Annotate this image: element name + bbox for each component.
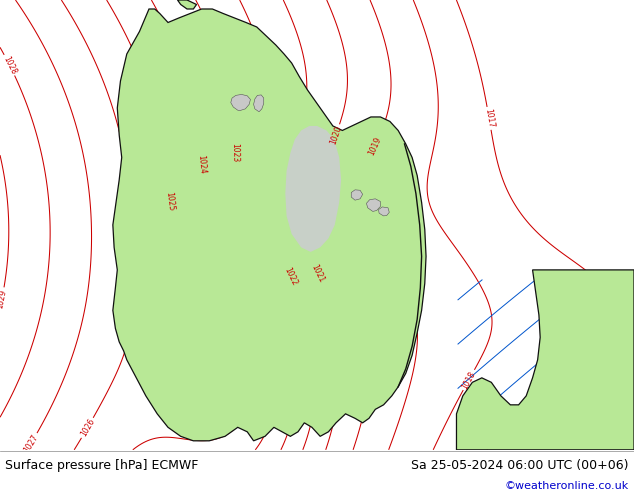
Text: 1029: 1029 xyxy=(0,289,8,309)
Polygon shape xyxy=(285,126,341,252)
Polygon shape xyxy=(351,190,363,200)
Polygon shape xyxy=(529,382,542,414)
Text: 1020: 1020 xyxy=(328,125,343,146)
Text: 1024: 1024 xyxy=(197,154,207,174)
Text: 1019: 1019 xyxy=(366,136,383,157)
Polygon shape xyxy=(178,0,197,9)
Text: 1025: 1025 xyxy=(164,192,176,212)
Text: 1018: 1018 xyxy=(460,369,477,391)
Polygon shape xyxy=(231,95,250,111)
Text: ©weatheronline.co.uk: ©weatheronline.co.uk xyxy=(505,481,629,490)
Polygon shape xyxy=(378,207,389,216)
Polygon shape xyxy=(254,95,264,112)
Text: 1022: 1022 xyxy=(282,266,299,287)
Polygon shape xyxy=(510,409,525,436)
Text: 1017: 1017 xyxy=(483,108,495,128)
Text: 1026: 1026 xyxy=(79,417,96,439)
Polygon shape xyxy=(113,9,426,441)
Polygon shape xyxy=(366,199,380,211)
Text: 1027: 1027 xyxy=(22,433,40,454)
Text: 1021: 1021 xyxy=(309,264,326,285)
Text: Sa 25-05-2024 06:00 UTC (00+06): Sa 25-05-2024 06:00 UTC (00+06) xyxy=(411,459,629,471)
Text: 1023: 1023 xyxy=(230,143,239,162)
Text: 1028: 1028 xyxy=(1,54,18,75)
Text: Surface pressure [hPa] ECMWF: Surface pressure [hPa] ECMWF xyxy=(5,459,198,471)
Polygon shape xyxy=(456,270,634,450)
